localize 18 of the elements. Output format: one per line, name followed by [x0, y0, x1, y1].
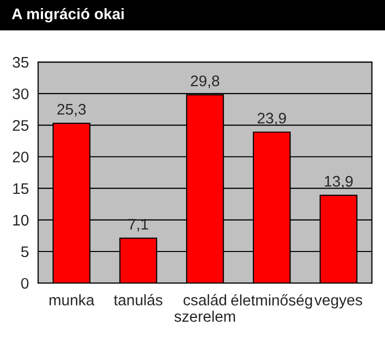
- y-tick-label: 25: [12, 120, 28, 131]
- x-tick-label: munka: [50, 294, 94, 306]
- y-tick-label: 20: [12, 152, 28, 162]
- y-tick-label: 10: [13, 214, 28, 226]
- chart-title: A migráció okai: [12, 8, 124, 22]
- data-label: 7,1: [128, 219, 148, 232]
- y-tick-label: 30: [12, 88, 28, 100]
- x-tick-label: életminőség: [231, 294, 312, 309]
- data-label: 29,8: [190, 75, 220, 88]
- x-tick-label: tanulás: [114, 294, 162, 306]
- y-tick-label: 35: [12, 56, 28, 68]
- y-tick-label: 5: [21, 246, 28, 258]
- y-tick-label: 0: [21, 278, 28, 289]
- y-tick-label: 15: [13, 183, 28, 194]
- data-label: 23,9: [258, 112, 286, 126]
- x-tick-label: vegyes: [314, 297, 362, 308]
- data-label: 13,9: [324, 176, 353, 189]
- data-label: 25,3: [57, 104, 86, 117]
